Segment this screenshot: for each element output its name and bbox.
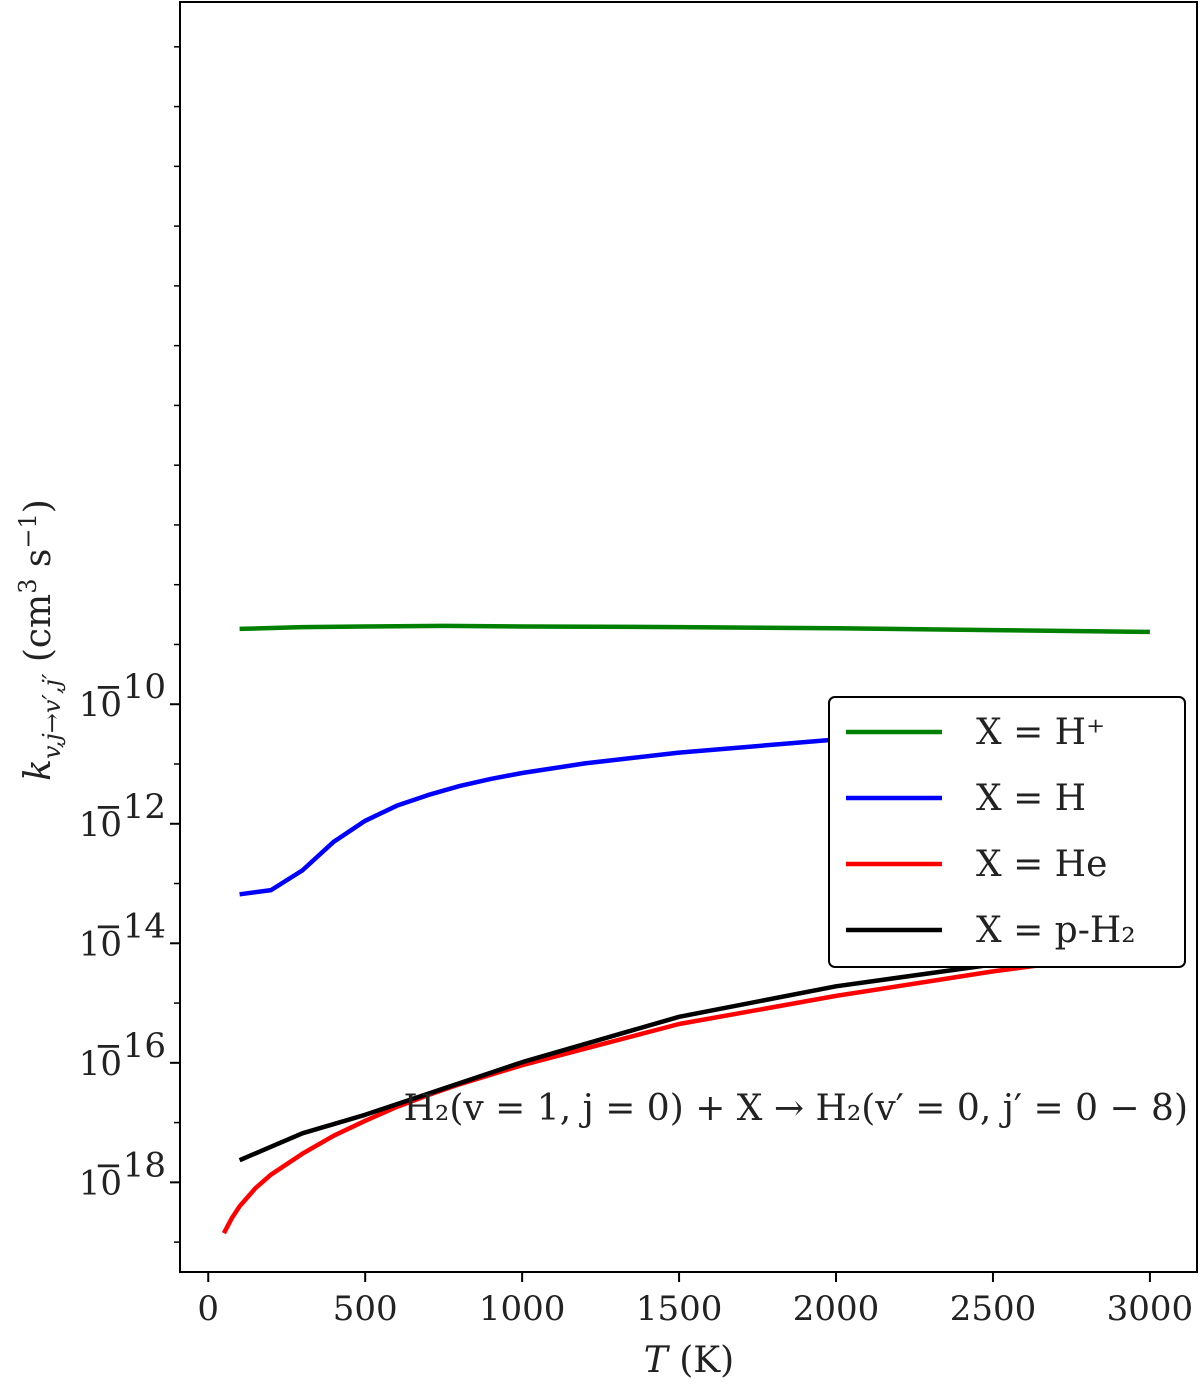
- y-tick-base: 10: [79, 805, 122, 845]
- legend-box: [828, 696, 1186, 968]
- y-axis-label-unit: (cm: [18, 594, 59, 674]
- x-tick-label-4: 2000: [793, 1289, 880, 1329]
- x-axis-label-var: T: [644, 1340, 671, 1381]
- x-tick-label-3: 1500: [636, 1289, 723, 1329]
- y-tick-base: 10: [79, 685, 122, 725]
- y-tick-base: 10: [79, 924, 122, 964]
- legend-label-1: X = H: [976, 778, 1086, 819]
- y-tick-exponent-4: −18: [94, 1145, 166, 1185]
- x-axis-label-unit: (K): [668, 1340, 734, 1381]
- x-axis-label: T (K): [644, 1340, 734, 1381]
- reaction-annotation: H₂(v = 1, j = 0) + X → H₂(v′ = 0, j′ = 0…: [404, 1088, 1188, 1129]
- x-ticks: 0 500 1000 1500 2000 2500 3000: [197, 1272, 1193, 1329]
- legend-label-0: X = H⁺: [976, 712, 1105, 753]
- y-tick-base: 10: [79, 1163, 122, 1203]
- x-tick-label-0: 0: [197, 1289, 219, 1329]
- y-tick-label-0: 10: [79, 685, 122, 725]
- plot-frame: [179, 1, 1198, 1273]
- legend-label-2: X = He: [976, 844, 1107, 885]
- y-tick-exponent-3: −16: [94, 1026, 166, 1066]
- y-axis-label-k: k: [18, 759, 59, 781]
- legend-items: X = H⁺ X = H X = He X = p-H₂: [846, 712, 1136, 951]
- x-tick-label-2: 1000: [479, 1289, 566, 1329]
- y-axis-label: kv,j→v′,j′ (cm3 s−1): [14, 499, 66, 781]
- y-tick-label-4: 10: [79, 1163, 122, 1203]
- x-tick-label-5: 2500: [950, 1289, 1037, 1329]
- y-axis-label-sup3: 3: [14, 579, 42, 594]
- series-line-3: [238, 940, 1151, 1163]
- y-axis-label-subscript: v,j→v′,j′: [38, 673, 66, 759]
- legend: X = H⁺ X = H X = He X = p-H₂: [828, 696, 1186, 968]
- y-tick-exponent-0: −10: [94, 667, 166, 707]
- y-tick-exponent-1: −12: [94, 787, 166, 827]
- y-axis-label-sup-1: −1: [14, 513, 42, 548]
- x-tick-label-6: 3000: [1107, 1289, 1194, 1329]
- y-axis-label-close: ): [18, 499, 59, 513]
- y-axis-label-s: s: [18, 549, 59, 579]
- y-tick-base: 10: [79, 1044, 122, 1084]
- y-tick-label-1: 10: [79, 805, 122, 845]
- x-tick-label-1: 500: [333, 1289, 398, 1329]
- y-tick-label-3: 10: [79, 1044, 122, 1084]
- series-line-0: [239, 623, 1150, 635]
- y-tick-label-2: 10: [79, 924, 122, 964]
- series-line-2: [221, 948, 1151, 1235]
- series-layer: [221, 623, 1151, 1235]
- series-line-1: [239, 721, 1150, 897]
- y-tick-exponent-2: −14: [94, 906, 166, 946]
- y-axis-label-text: kv,j→v′,j′ (cm3 s−1): [14, 499, 66, 781]
- legend-label-3: X = p-H₂: [976, 910, 1136, 951]
